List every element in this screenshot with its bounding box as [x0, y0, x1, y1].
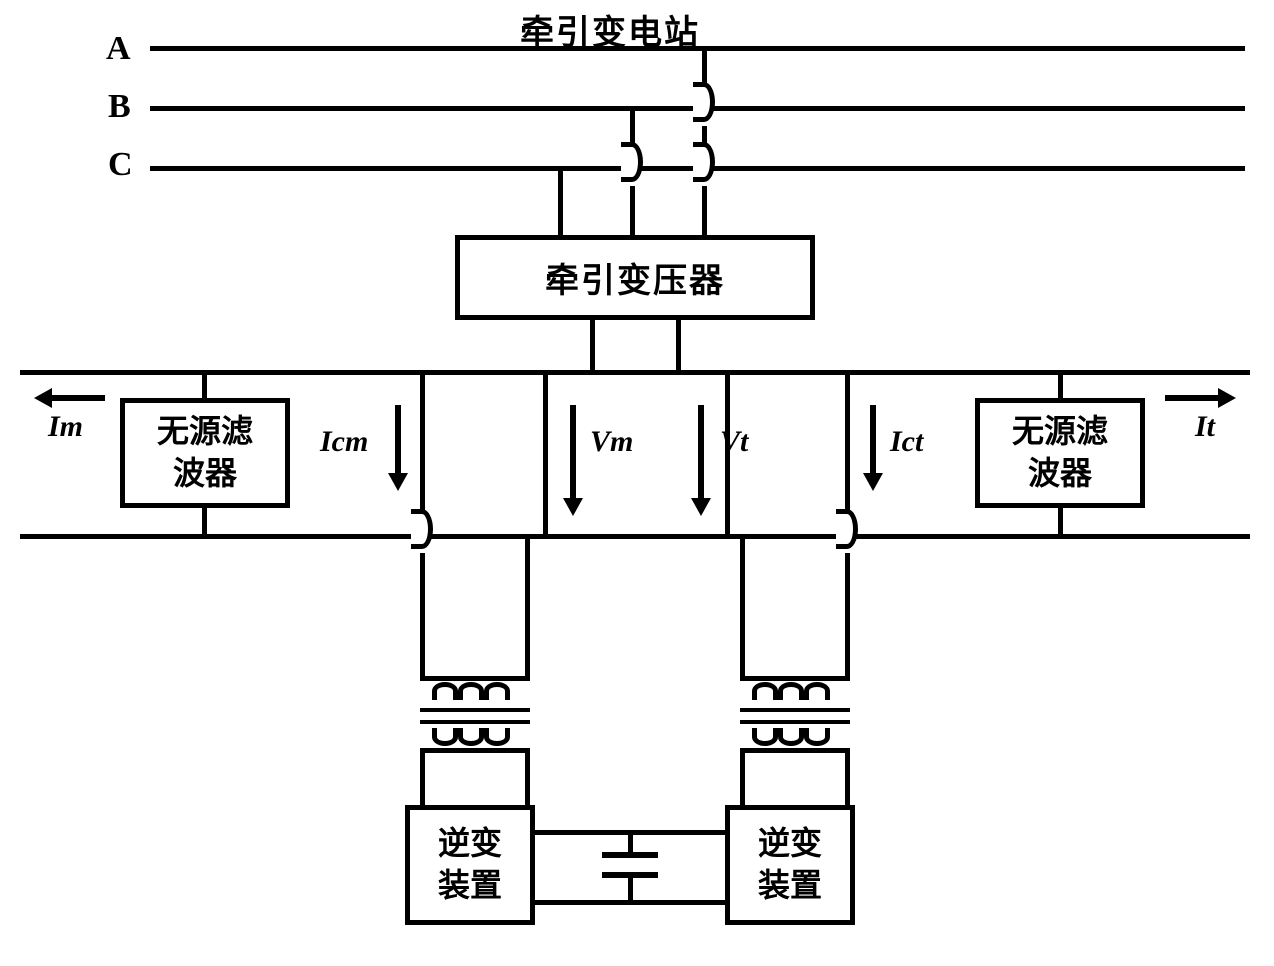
Im-shaft: [50, 395, 105, 401]
transformer-label: 牵引变压器: [545, 253, 725, 302]
Icm-arrow-head: [388, 473, 408, 491]
cap-lead-bot: [628, 878, 633, 900]
It-shaft: [1165, 395, 1220, 401]
inverter-left-box: 逆变 装置: [405, 805, 535, 925]
right-xfmr-primary-coil: [752, 682, 830, 700]
Ict-line-lower: [845, 553, 850, 676]
tap-A-jump-B: [693, 82, 715, 122]
Vm-line: [543, 370, 548, 534]
filter-left-top-lead: [202, 370, 207, 398]
Icm-line-upper: [420, 370, 425, 518]
transformer-box: 牵引变压器: [455, 235, 815, 320]
left-xfmr-to-inv-L: [420, 748, 425, 805]
tap-C: [558, 166, 563, 235]
filter-right-line1: 无源滤: [1012, 411, 1108, 453]
Vt-arrow-shaft: [698, 405, 704, 500]
It-arrow: [1218, 388, 1236, 408]
right-xfmr-bot-bar: [740, 748, 850, 753]
inverter-right-l2: 装置: [758, 865, 822, 907]
right-xfmr-to-inv-R: [845, 748, 850, 805]
tap-A-lower: [702, 186, 707, 235]
inverter-right-l1: 逆变: [758, 823, 822, 865]
cap-lead-top: [628, 830, 633, 852]
Ict-arrow-shaft: [870, 405, 876, 475]
Vm-arrow-head: [563, 498, 583, 516]
Vm-arrow-shaft: [570, 405, 576, 500]
sec-right: [676, 320, 681, 370]
right-xfmr-secondary-coil: [752, 728, 830, 746]
right-xfmr-core2: [740, 720, 850, 724]
phase-A-label: A: [106, 30, 131, 68]
left-xfmr-core2: [420, 720, 530, 724]
filter-left-line1: 无源滤: [157, 411, 253, 453]
left-xfmr-core1: [420, 708, 530, 712]
Ict-line-upper: [845, 370, 850, 518]
tap-A-jump-C: [693, 142, 715, 182]
phase-C-label: C: [108, 146, 133, 184]
filter-right-box: 无源滤 波器: [975, 398, 1145, 508]
right-xfmr-to-inv-L: [740, 748, 745, 805]
filter-left-bot-lead: [202, 508, 207, 534]
dc-link-bot: [535, 900, 725, 905]
Icm-label: Icm: [320, 425, 368, 459]
left-xfmr-top-bar: [420, 676, 530, 681]
inverter-left-l1: 逆变: [438, 823, 502, 865]
Icm-line-lower: [420, 553, 425, 676]
inverter-right-box: 逆变 装置: [725, 805, 855, 925]
Icm-arrow-shaft: [395, 405, 401, 475]
left-xfmr-leg2: [525, 534, 530, 676]
filter-right-bot-lead: [1058, 508, 1063, 534]
left-xfmr-bot-bar: [420, 748, 530, 753]
Ict-label: Ict: [890, 425, 923, 459]
right-xfmr-leg2: [740, 534, 745, 676]
Ict-arrow-head: [863, 473, 883, 491]
left-xfmr-secondary-coil: [432, 728, 510, 746]
Ict-jump: [836, 509, 858, 549]
left-xfmr-to-inv-R: [525, 748, 530, 805]
filter-right-line2: 波器: [1028, 453, 1092, 495]
phase-B-label: B: [108, 88, 131, 126]
Im-arrow: [34, 388, 52, 408]
inverter-left-l2: 装置: [438, 865, 502, 907]
bus-bot: [20, 534, 1250, 539]
right-xfmr-core1: [740, 708, 850, 712]
right-xfmr-top-bar: [740, 676, 850, 681]
tap-B-jump-C: [621, 142, 643, 182]
Icm-jump: [411, 509, 433, 549]
filter-left-line2: 波器: [173, 453, 237, 495]
Im-label: Im: [48, 410, 83, 444]
phase-line-A: [150, 46, 1245, 51]
left-xfmr-primary-coil: [432, 682, 510, 700]
Vt-arrow-head: [691, 498, 711, 516]
tap-B-lower: [630, 186, 635, 235]
cap-plate-top: [602, 852, 658, 858]
sec-left: [590, 320, 595, 370]
Vm-label: Vm: [590, 425, 633, 459]
filter-right-top-lead: [1058, 370, 1063, 398]
filter-left-box: 无源滤 波器: [120, 398, 290, 508]
Vt-label: Vt: [720, 425, 748, 459]
It-label: It: [1195, 410, 1215, 444]
